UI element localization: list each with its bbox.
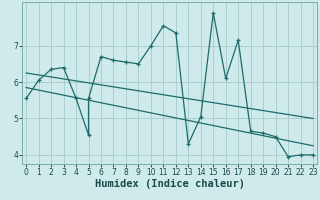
X-axis label: Humidex (Indice chaleur): Humidex (Indice chaleur) bbox=[95, 179, 244, 189]
